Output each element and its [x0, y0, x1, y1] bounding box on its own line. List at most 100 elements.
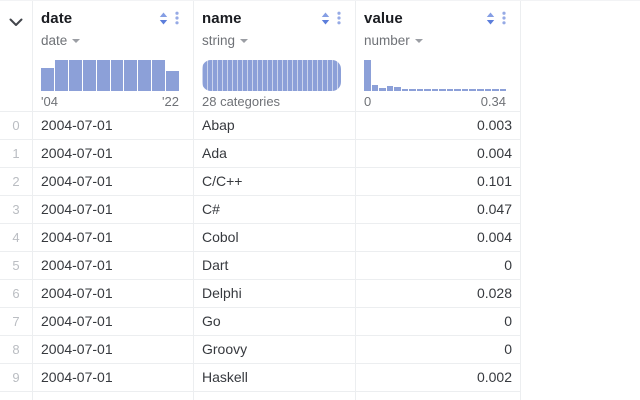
histogram-bar: [110, 60, 124, 91]
column-menu-icon[interactable]: [337, 11, 341, 25]
cell-value: 0.004: [356, 224, 521, 252]
cell-name: C#: [194, 196, 356, 224]
sort-icon[interactable]: [159, 12, 168, 25]
row-spacer: [521, 336, 640, 364]
table-row: 5 2004-07-01 Dart 0: [0, 252, 640, 280]
histogram-bar: [492, 89, 499, 91]
histogram-bar: [138, 60, 152, 91]
range-min-label: '04: [41, 94, 58, 109]
column-menu-icon[interactable]: [502, 11, 506, 25]
histogram-bar: [499, 89, 507, 91]
row-spacer: [521, 168, 640, 196]
column-type-label: date: [41, 32, 68, 48]
column-header-date: date date '04 '22: [33, 1, 194, 112]
table-row: 9 2004-07-01 Haskell 0.002: [0, 364, 640, 392]
table-row: 2 2004-07-01 C/C++ 0.101: [0, 168, 640, 196]
column-summary-chart[interactable]: [364, 58, 507, 91]
caret-down-icon: [240, 39, 249, 43]
histogram-bar: [96, 60, 110, 91]
cell-date: 2004-07-01: [33, 112, 194, 140]
histogram-bar: [364, 60, 371, 91]
histogram-bar: [439, 89, 446, 91]
table-row: 1 2004-07-01 Ada 0.004: [0, 140, 640, 168]
histogram-bar: [476, 89, 484, 91]
histogram-bar: [454, 89, 461, 91]
table-body: 0 2004-07-01 Abap 0.003 1 2004-07-01 Ada…: [0, 112, 640, 392]
cell-value: 0.101: [356, 168, 521, 196]
chevron-down-icon[interactable]: [9, 14, 23, 32]
cell-value: 0.028: [356, 280, 521, 308]
table-row: 0 2004-07-01 Abap 0.003: [0, 112, 640, 140]
column-type-dropdown[interactable]: string: [202, 31, 341, 49]
header-spacer: [521, 1, 640, 112]
row-index: 5: [0, 252, 33, 280]
category-pill: [202, 60, 341, 91]
cell-date: 2004-07-01: [33, 308, 194, 336]
column-title: value: [364, 9, 403, 27]
cell-name: Ada: [194, 140, 356, 168]
range-min-label: 0: [364, 94, 372, 109]
column-type-dropdown[interactable]: number: [364, 31, 506, 49]
cell-value: 0: [356, 336, 521, 364]
sort-icon[interactable]: [486, 12, 495, 25]
cell-name: Dart: [194, 252, 356, 280]
cell-date: 2004-07-01: [33, 168, 194, 196]
cell-date: 2004-07-01: [33, 280, 194, 308]
cell-value: 0.002: [356, 364, 521, 392]
column-summary-chart[interactable]: [41, 58, 180, 91]
sort-icon[interactable]: [321, 12, 330, 25]
row-index: 4: [0, 224, 33, 252]
histogram-bar: [401, 89, 409, 91]
row-spacer: [521, 308, 640, 336]
header-row: date date '04 '22: [0, 1, 640, 112]
row-index: 0: [0, 112, 33, 140]
histogram-bar: [379, 88, 386, 91]
row-index: 1: [0, 140, 33, 168]
row-spacer: [521, 364, 640, 392]
column-type-label: string: [202, 32, 236, 48]
column-header-name: name string 28 categories: [194, 1, 356, 112]
histogram-bar: [424, 89, 431, 91]
histogram-bar: [152, 60, 166, 91]
caret-down-icon: [72, 39, 81, 43]
histogram-bar: [461, 89, 469, 91]
range-min-label: 28 categories: [202, 94, 281, 109]
cell-date: 2004-07-01: [33, 224, 194, 252]
cell-name: Haskell: [194, 364, 356, 392]
expand-collapse-control[interactable]: [0, 1, 33, 112]
row-index: 2: [0, 168, 33, 196]
cell-value: 0.003: [356, 112, 521, 140]
table-row: 4 2004-07-01 Cobol 0.004: [0, 224, 640, 252]
table-row: 3 2004-07-01 C# 0.047: [0, 196, 640, 224]
row-spacer: [521, 196, 640, 224]
histogram-bar: [469, 89, 476, 91]
histogram-bar: [409, 89, 416, 91]
partial-row: [0, 392, 640, 400]
table-row: 8 2004-07-01 Groovy 0: [0, 336, 640, 364]
column-menu-icon[interactable]: [175, 11, 179, 25]
histogram-bar: [166, 71, 180, 91]
histogram-bar: [54, 60, 68, 91]
histogram-bar: [394, 87, 401, 91]
cell-name: Groovy: [194, 336, 356, 364]
column-summary-chart[interactable]: [202, 58, 341, 91]
row-spacer: [521, 280, 640, 308]
row-spacer: [521, 252, 640, 280]
column-type-label: number: [364, 32, 410, 48]
cell-date: 2004-07-01: [33, 140, 194, 168]
cell-value: 0: [356, 308, 521, 336]
histogram-bar: [124, 60, 138, 91]
range-max-label: '22: [162, 94, 179, 109]
row-index: 7: [0, 308, 33, 336]
table-row: 7 2004-07-01 Go 0: [0, 308, 640, 336]
cell-date: 2004-07-01: [33, 364, 194, 392]
histogram-bar: [484, 89, 492, 91]
cell-value: 0.047: [356, 196, 521, 224]
column-title: name: [202, 9, 242, 27]
table-row: 6 2004-07-01 Delphi 0.028: [0, 280, 640, 308]
column-title: date: [41, 9, 73, 27]
column-type-dropdown[interactable]: date: [41, 31, 179, 49]
histogram-bar: [371, 85, 379, 91]
row-index: 3: [0, 196, 33, 224]
